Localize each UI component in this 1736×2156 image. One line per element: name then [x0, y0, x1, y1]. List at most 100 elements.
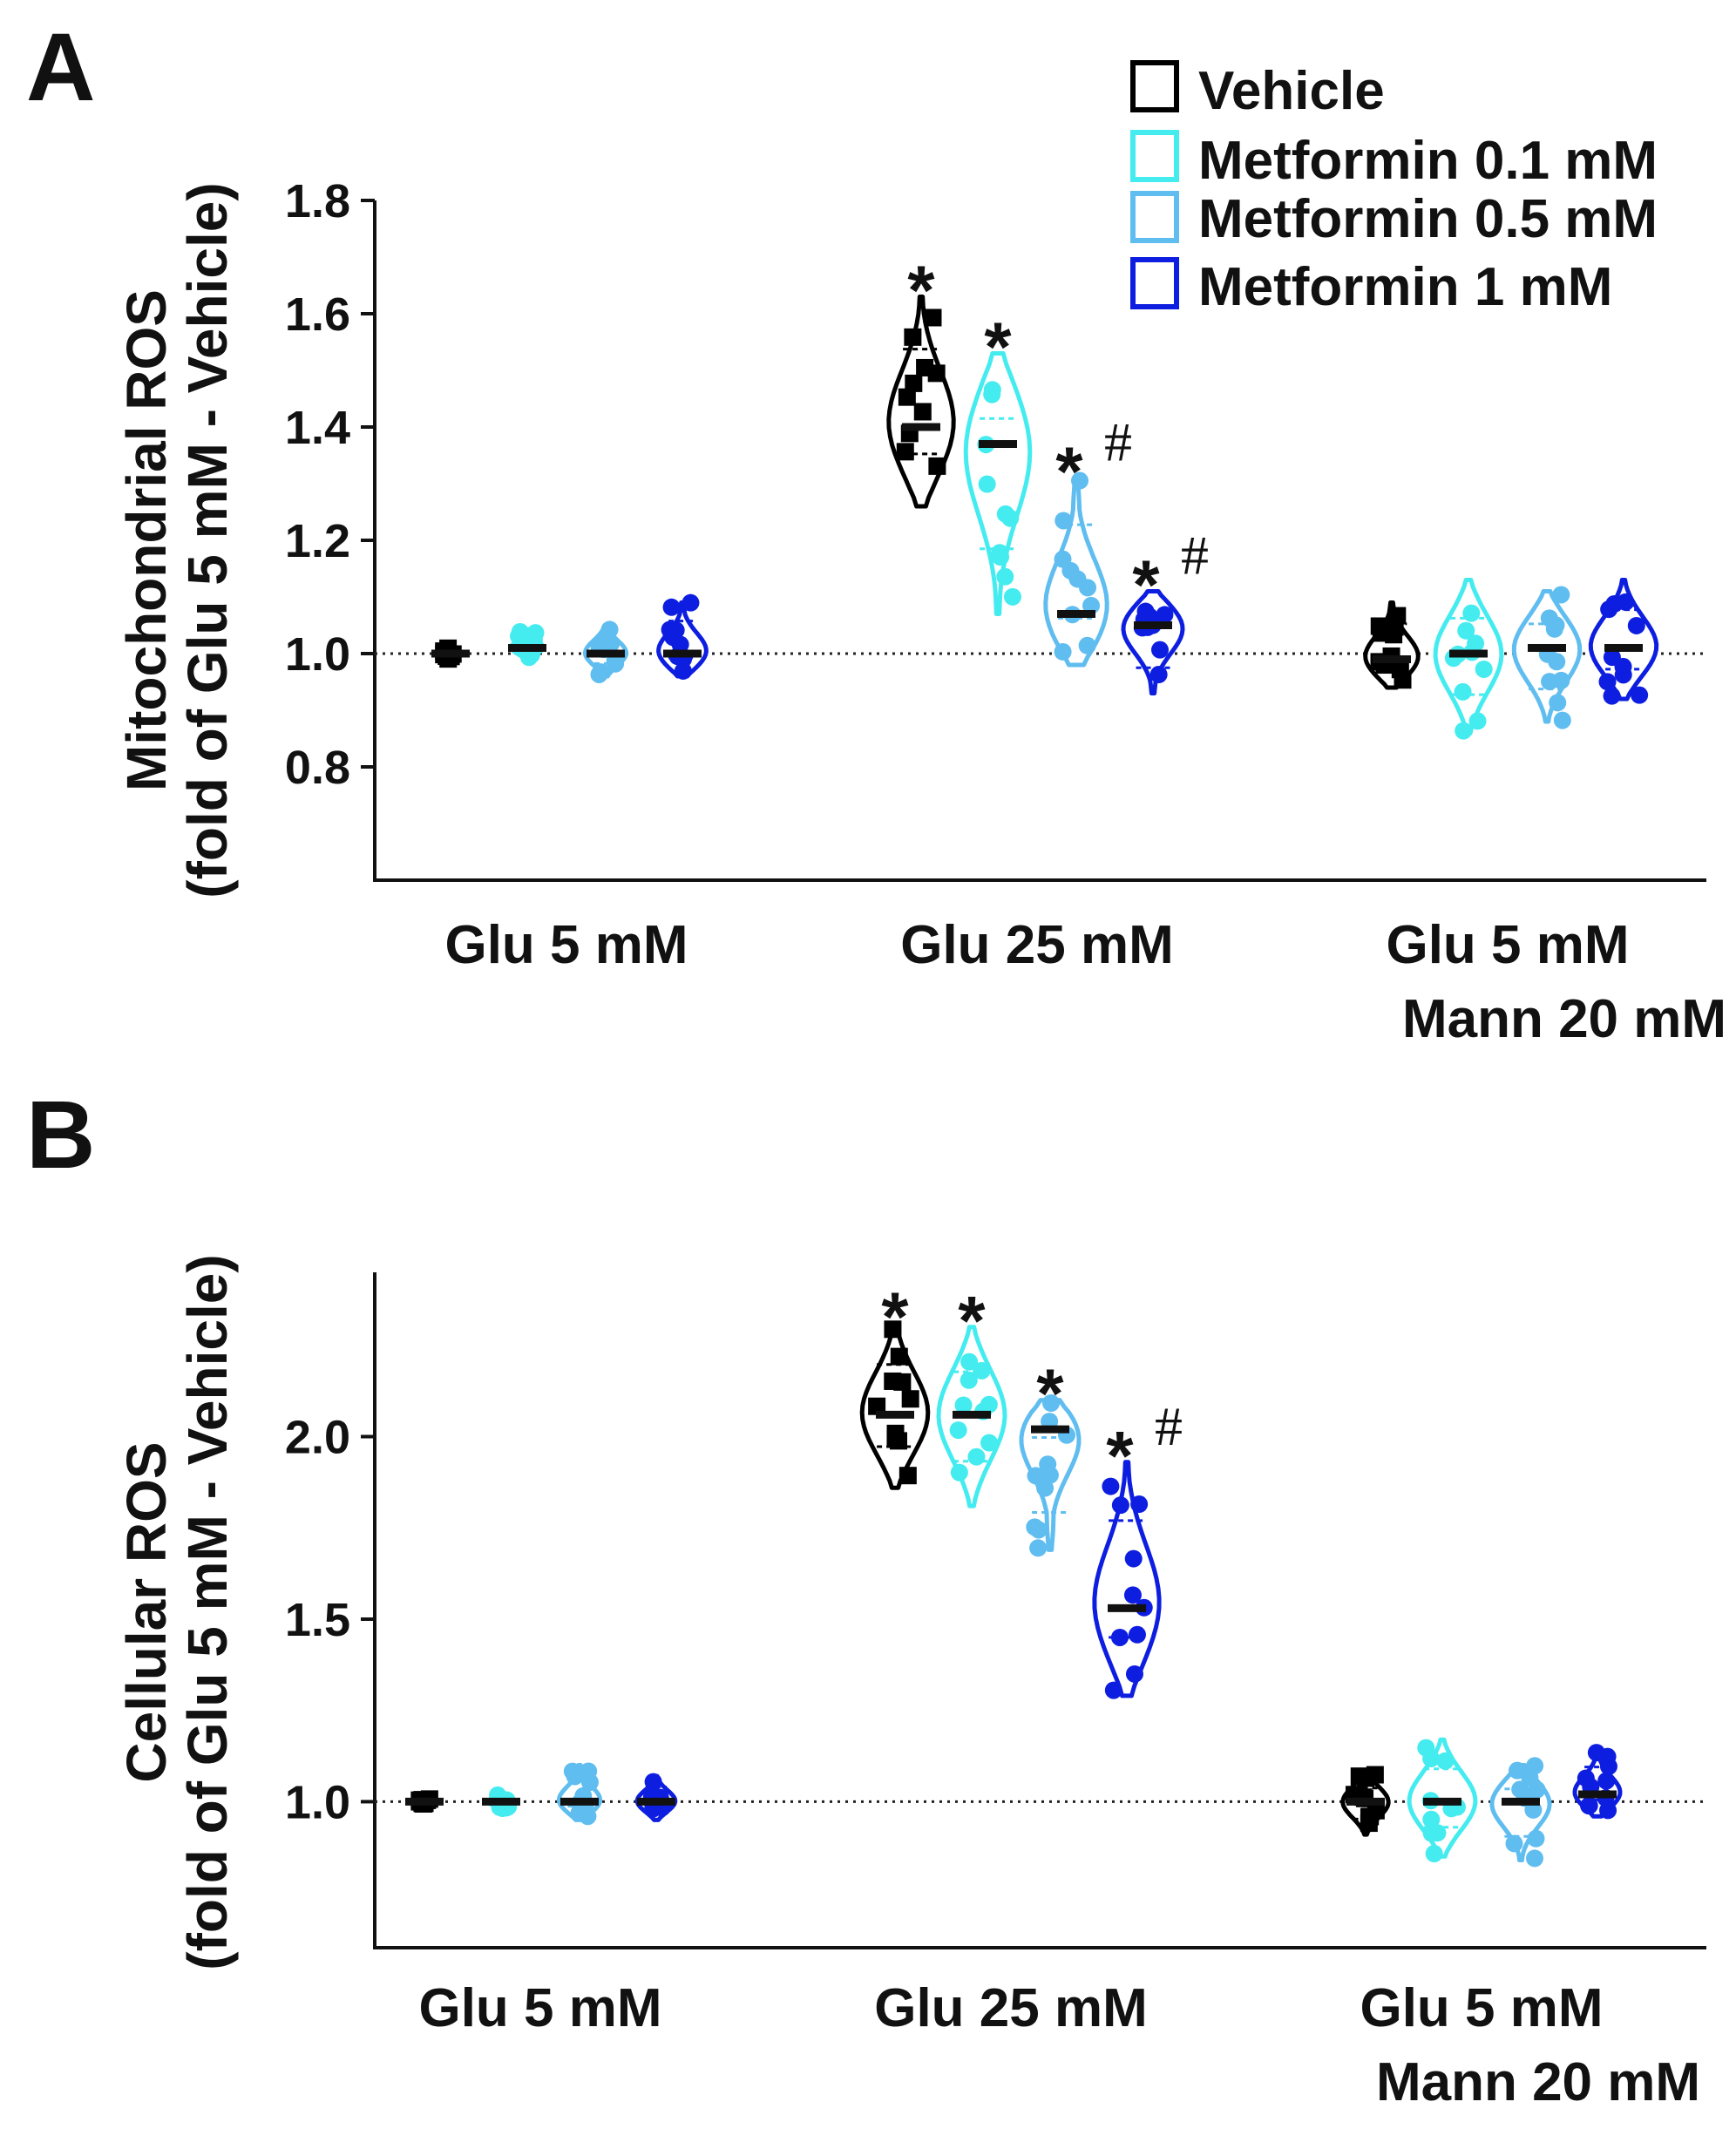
legend: Vehicle Metformin 0.1 mM Metformin 0.5 m…: [1130, 60, 1658, 317]
category-label: Glu 5 mM: [444, 915, 688, 975]
legend-label-metformin-1: Metformin 1 mM: [1198, 257, 1612, 317]
category-label: Mann 20 mM: [1376, 2052, 1700, 2112]
data-point: [868, 1397, 886, 1415]
data-point: [1102, 1477, 1120, 1495]
data-point: [949, 1421, 967, 1440]
y-tick-label: 1.0: [285, 628, 350, 681]
data-point: [1467, 634, 1485, 653]
significance-star: *: [907, 252, 935, 329]
data-point: [682, 593, 700, 612]
data-point: [1597, 1772, 1616, 1790]
data-point: [563, 1762, 581, 1780]
data-point: [1124, 1549, 1143, 1568]
data-point: [1070, 471, 1088, 490]
data-point: [1553, 711, 1571, 729]
data-point: [1422, 1824, 1441, 1842]
legend-label-metformin-0-5: Metformin 0.5 mM: [1198, 189, 1658, 249]
data-point: [1552, 586, 1570, 604]
data-point: [1457, 621, 1475, 640]
data-point: [664, 628, 682, 647]
legend-label-metformin-0-1: Metformin 0.1 mM: [1198, 131, 1658, 191]
category-label: Glu 25 mM: [874, 1978, 1148, 2038]
data-point: [579, 1807, 597, 1826]
data-point: [1462, 604, 1481, 622]
significance-star: *: [1036, 1355, 1064, 1433]
data-point: [905, 374, 923, 392]
data-point: [1082, 596, 1101, 614]
data-point: [1111, 1496, 1129, 1515]
data-point: [1422, 1749, 1441, 1767]
category-label: Mann 20 mM: [1402, 989, 1726, 1049]
data-point: [967, 1448, 986, 1466]
data-point: [1388, 607, 1407, 625]
panel-b: B 1.0 1.5 2.0 Cellular ROS(fold of Glu 5 mM…: [26, 1081, 1706, 2112]
data-point: [1136, 602, 1155, 620]
data-point: [1027, 1467, 1045, 1485]
data-point: [1422, 1810, 1441, 1828]
category-label: Glu 5 mM: [1360, 1978, 1603, 2038]
data-point: [1029, 1521, 1048, 1539]
data-point: [954, 1396, 973, 1414]
data-point: [1598, 673, 1617, 691]
significance-star: *: [1132, 546, 1160, 624]
data-point: [1029, 1539, 1048, 1557]
significance-hash: #: [1155, 1395, 1183, 1457]
y-tick-label: 1.2: [285, 515, 350, 567]
y-axis-title-sub: (fold of Glu 5 mM - Vehicle): [176, 1254, 239, 1970]
data-point: [1614, 666, 1632, 684]
data-point: [1580, 1797, 1598, 1815]
data-point: [896, 443, 914, 461]
significance-star: *: [1055, 433, 1083, 511]
data-point: [1360, 1814, 1378, 1833]
data-point: [662, 598, 681, 616]
data-point: [1603, 687, 1621, 705]
panel-a: A 0.8 1.0 1.2 1.4 1.6 1.8 Mitochondrial ROS(fo…: [26, 14, 1726, 1049]
data-point: [1521, 1768, 1539, 1786]
data-point: [980, 1434, 999, 1452]
significance-star: *: [958, 1282, 986, 1359]
legend-swatch-metformin-1: [1130, 257, 1179, 309]
data-point: [1455, 722, 1473, 740]
y-tick-label: 2.0: [285, 1412, 350, 1464]
data-point: [644, 1773, 662, 1791]
data-point: [1587, 1744, 1605, 1762]
category-label: Glu 5 mM: [418, 1978, 661, 2038]
data-point: [983, 381, 1001, 399]
data-point: [1436, 1752, 1455, 1770]
data-point: [1394, 671, 1412, 689]
data-point: [1110, 1628, 1129, 1646]
data-point: [1541, 673, 1559, 691]
y-axis-title: Mitochondrial ROS: [115, 289, 178, 791]
significance-hash: #: [1181, 525, 1209, 586]
violin-metformin-1-mm: [1092, 1460, 1162, 1698]
legend-label-vehicle: Vehicle: [1198, 61, 1385, 121]
y-tick-label: 1.4: [285, 402, 350, 454]
data-point: [913, 403, 932, 421]
category-label: Glu 25 mM: [900, 915, 1174, 975]
data-point: [901, 1390, 919, 1408]
data-point: [928, 457, 946, 475]
significance-star: *: [1106, 1417, 1134, 1495]
data-point: [1603, 648, 1621, 667]
y-axis-title-sub: (fold of Glu 5 mM - Vehicle): [176, 182, 239, 898]
data-point: [1156, 606, 1174, 624]
data-point: [950, 1463, 968, 1481]
panel-b-letter: B: [26, 1081, 95, 1189]
legend-swatch-metformin-0-1: [1130, 130, 1179, 182]
data-point: [927, 364, 946, 383]
data-point: [1372, 624, 1390, 642]
y-tick-label: 0.8: [285, 742, 350, 794]
significance-star: *: [881, 1278, 909, 1356]
data-point: [904, 328, 922, 346]
data-point: [1125, 1664, 1143, 1683]
data-point: [1123, 1586, 1142, 1604]
significance-star: *: [984, 308, 1012, 386]
data-point: [1631, 686, 1649, 704]
data-point: [1054, 642, 1072, 661]
data-point: [1078, 636, 1096, 654]
legend-swatch-vehicle: [1130, 60, 1179, 112]
y-axis-title: Cellular ROS: [115, 1441, 178, 1782]
data-point: [884, 1320, 902, 1339]
data-point: [1627, 616, 1645, 634]
